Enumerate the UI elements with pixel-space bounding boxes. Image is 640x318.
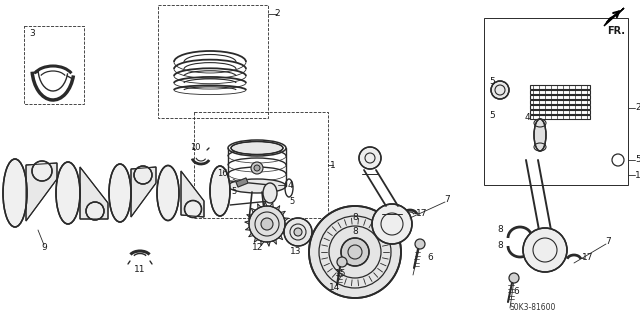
Circle shape — [491, 81, 509, 99]
Bar — [194, 112, 328, 218]
Text: 10: 10 — [189, 143, 200, 153]
Bar — [158, 5, 268, 118]
Circle shape — [251, 162, 263, 174]
Text: 5: 5 — [232, 188, 237, 197]
Bar — [24, 26, 84, 104]
Text: S0K3-81600: S0K3-81600 — [510, 303, 556, 313]
Text: 5: 5 — [489, 78, 495, 86]
Text: 5: 5 — [635, 156, 640, 164]
Bar — [530, 85, 590, 89]
Text: 15: 15 — [335, 268, 347, 278]
Text: 5: 5 — [223, 197, 228, 206]
Text: 2: 2 — [274, 10, 280, 18]
Text: 7: 7 — [444, 196, 450, 204]
Polygon shape — [26, 163, 57, 221]
Ellipse shape — [109, 164, 131, 222]
Text: 1: 1 — [330, 161, 336, 169]
Ellipse shape — [263, 183, 277, 203]
Text: 4: 4 — [524, 114, 530, 122]
Bar — [530, 90, 590, 94]
Text: 8: 8 — [352, 227, 358, 237]
Ellipse shape — [228, 179, 286, 193]
Circle shape — [372, 204, 412, 244]
Text: 9: 9 — [41, 244, 47, 252]
Text: 3: 3 — [29, 29, 35, 38]
Ellipse shape — [231, 142, 283, 155]
Ellipse shape — [3, 159, 27, 227]
Circle shape — [284, 218, 312, 246]
Text: 5: 5 — [289, 197, 294, 206]
Text: 11: 11 — [134, 266, 146, 274]
Bar — [530, 105, 590, 109]
Circle shape — [294, 228, 302, 236]
Text: 13: 13 — [291, 247, 301, 257]
Text: 1: 1 — [635, 170, 640, 179]
Polygon shape — [604, 8, 624, 26]
Text: 5: 5 — [489, 110, 495, 120]
Ellipse shape — [56, 162, 80, 224]
Polygon shape — [131, 167, 156, 217]
Circle shape — [254, 165, 260, 171]
Circle shape — [523, 228, 567, 272]
Text: FR.: FR. — [607, 26, 625, 36]
Circle shape — [337, 257, 347, 267]
Circle shape — [309, 206, 401, 298]
Text: 6: 6 — [513, 287, 519, 296]
Text: 6: 6 — [427, 252, 433, 261]
Polygon shape — [181, 171, 204, 217]
Text: 8: 8 — [497, 241, 503, 251]
Bar — [530, 110, 590, 114]
Text: 12: 12 — [252, 244, 264, 252]
Bar — [484, 18, 628, 185]
Text: 2: 2 — [635, 103, 640, 113]
Bar — [530, 100, 590, 104]
Ellipse shape — [184, 201, 202, 218]
Circle shape — [341, 238, 369, 266]
Ellipse shape — [32, 161, 52, 181]
Circle shape — [249, 206, 285, 242]
Ellipse shape — [534, 119, 546, 151]
Polygon shape — [236, 178, 248, 187]
Text: 4: 4 — [287, 181, 293, 190]
Text: 8: 8 — [352, 213, 358, 223]
Circle shape — [509, 273, 519, 283]
Ellipse shape — [86, 202, 104, 220]
Bar — [530, 115, 590, 119]
Ellipse shape — [210, 166, 230, 216]
Text: 14: 14 — [330, 284, 340, 293]
Circle shape — [359, 147, 381, 169]
Circle shape — [261, 218, 273, 230]
Polygon shape — [80, 167, 108, 219]
Ellipse shape — [157, 165, 179, 220]
Text: 8: 8 — [497, 225, 503, 234]
Text: 17: 17 — [582, 253, 594, 262]
Text: 7: 7 — [605, 238, 611, 246]
Text: 17: 17 — [416, 209, 428, 218]
Bar — [530, 95, 590, 99]
Ellipse shape — [134, 166, 152, 184]
Text: 16: 16 — [217, 169, 227, 178]
Circle shape — [415, 239, 425, 249]
